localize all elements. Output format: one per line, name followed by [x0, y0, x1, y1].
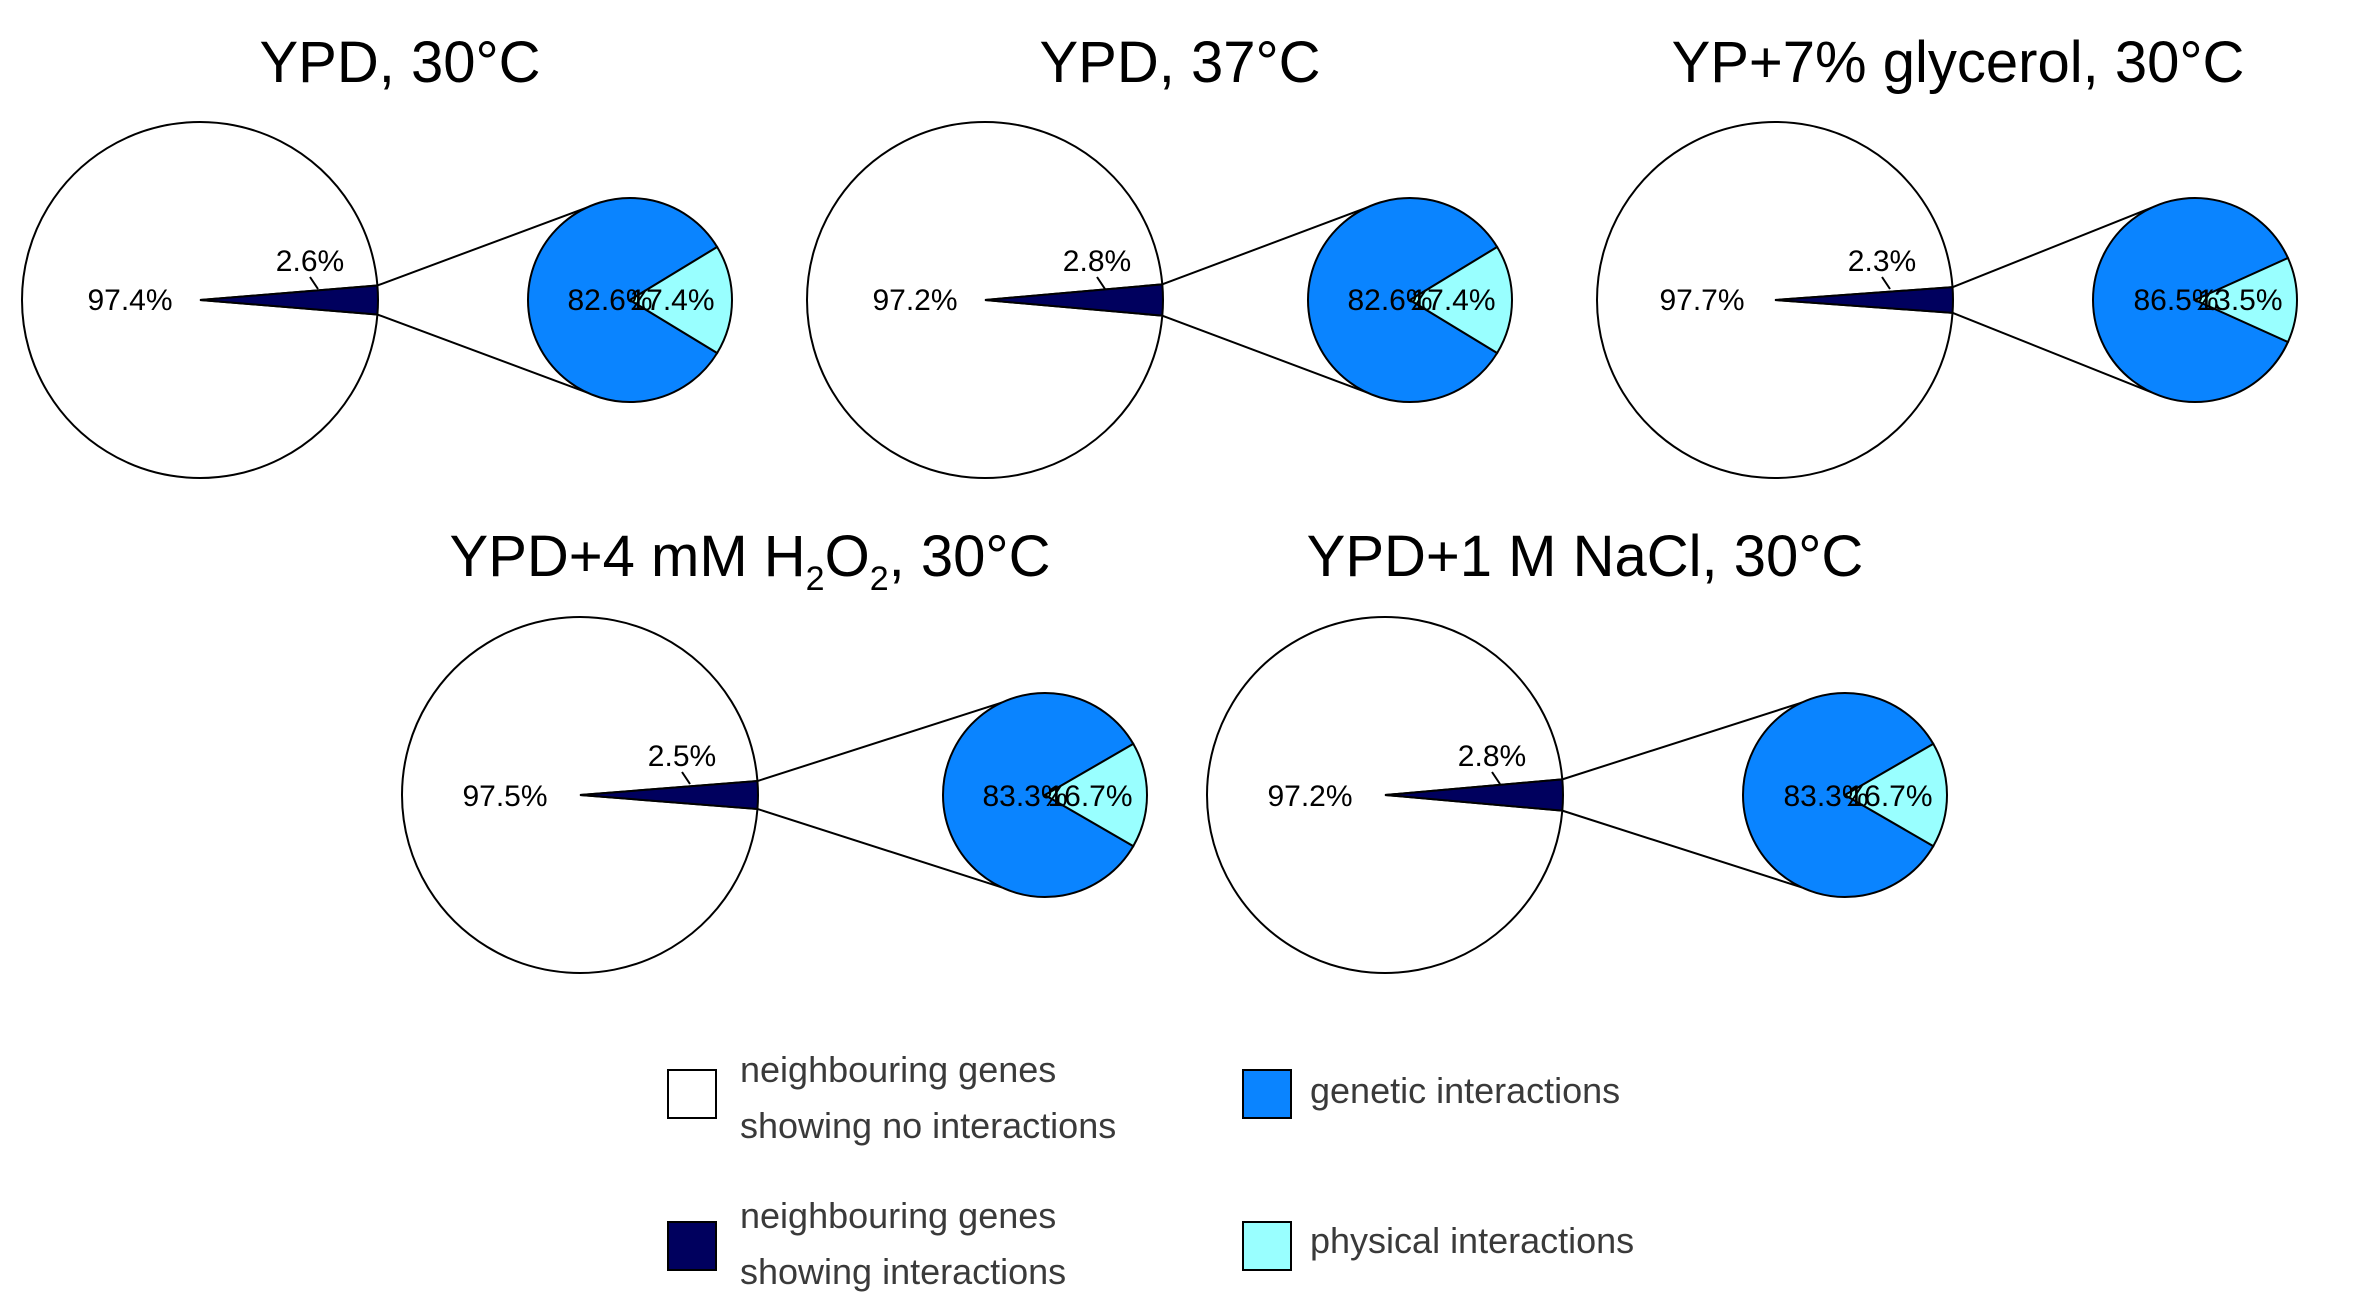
data-label-interactions: 2.5% — [648, 740, 716, 773]
pie-slice-genetic — [527, 197, 719, 403]
connector-line-bottom — [1562, 809, 1803, 889]
pie-panels: YPD, 30°C97.4%2.6%82.6%17.4%YPD, 37°C97.… — [21, 30, 2298, 974]
legend-label-no-interactions-line2: showing no interactions — [740, 1105, 1116, 1146]
data-label-physical: 16.7% — [1047, 780, 1132, 813]
panel-title-suffix: , 30°C — [889, 524, 1051, 589]
pie-slice-no-interactions — [21, 121, 379, 479]
legend-label-physical: physical interactions — [1310, 1220, 1634, 1261]
panel-title: YP+7% glycerol, 30°C — [1672, 30, 2245, 95]
panel-title-mid: O — [825, 524, 870, 589]
pie-slice-interactions — [1384, 778, 1564, 812]
pie-panel: YPD+1 M NaCl, 30°C 97.2% 2.8% 83.3%16.7% — [1205, 524, 1948, 974]
pie-slice-interactions — [984, 283, 1164, 317]
data-label-physical: 13.5% — [2197, 284, 2282, 317]
data-label-genetic: 83.3% — [1783, 780, 1868, 813]
pie-slice-interactions — [199, 284, 380, 316]
data-label-physical: 17.4% — [629, 284, 714, 317]
pie-panel: YP+7% glycerol, 30°C 97.7% 2.3% 86.5%13.5% — [1596, 30, 2298, 479]
leader-tick — [309, 276, 319, 290]
pie-slice-physical — [1043, 742, 1148, 848]
data-label-genetic: 83.3% — [982, 780, 1067, 813]
connector-line-bottom — [1952, 311, 2153, 394]
pie-slice-no-interactions — [401, 616, 759, 974]
leader-tick — [1096, 276, 1106, 290]
legend-label-no-interactions-line1: neighbouring genes — [740, 1049, 1056, 1090]
pie-slice-interactions — [579, 779, 759, 811]
connector-line-top — [757, 701, 1003, 782]
legend-swatch-physical — [1242, 1221, 1292, 1271]
data-label-no-interactions: 97.2% — [1267, 780, 1352, 813]
connector-line-top — [1562, 701, 1803, 781]
legend-swatch-interactions — [667, 1221, 717, 1271]
panel-title: YPD, 37°C — [1039, 30, 1320, 95]
legend-swatch-no-interactions — [667, 1069, 717, 1119]
data-label-no-interactions: 97.4% — [87, 284, 172, 317]
connector-line-top — [377, 206, 588, 287]
panel-title: YPD+4 mM H2O2, 30°C — [450, 524, 1051, 598]
data-label-interactions: 2.8% — [1063, 245, 1131, 278]
connector-line-bottom — [1161, 314, 1368, 394]
connector-line-top — [1161, 206, 1368, 286]
connector-line-top — [1952, 206, 2153, 289]
panel-title-main: YPD, 30°C — [259, 30, 540, 95]
pie-slice-physical — [628, 245, 733, 355]
legend-label-genetic: genetic interactions — [1310, 1070, 1620, 1111]
pie-panel: YPD, 37°C 97.2% 2.8% 82.6%17.4% — [805, 30, 1514, 479]
panel-title-main: YPD+1 M NaCl, 30°C — [1307, 524, 1864, 589]
leader-tick — [1881, 276, 1891, 290]
pie-panel: YPD, 30°C 97.4% 2.6% 82.6%17.4% — [21, 30, 733, 479]
legend: neighbouring genes showing no interactio… — [667, 1049, 1634, 1292]
pie-slice-physical — [1843, 742, 1948, 848]
data-label-genetic: 86.5% — [2133, 284, 2218, 317]
data-label-no-interactions: 97.5% — [462, 780, 547, 813]
panel-title: YPD, 30°C — [259, 30, 540, 95]
pie-slice-genetic — [2091, 197, 2290, 403]
panel-title-main: YP+7% glycerol, 30°C — [1672, 30, 2245, 95]
legend-swatch-genetic — [1242, 1069, 1292, 1119]
legend-label-interactions-line1: neighbouring genes — [740, 1195, 1056, 1236]
pie-slice-genetic — [941, 692, 1135, 898]
data-label-physical: 16.7% — [1847, 780, 1932, 813]
data-label-no-interactions: 97.7% — [1659, 284, 1744, 317]
connector-line-bottom — [377, 313, 588, 394]
data-label-genetic: 82.6% — [1347, 284, 1432, 317]
connector-line-bottom — [757, 808, 1003, 889]
panel-title-subscript: 2 — [870, 560, 889, 598]
data-label-no-interactions: 97.2% — [872, 284, 957, 317]
data-label-genetic: 82.6% — [567, 284, 652, 317]
leader-tick — [681, 771, 691, 785]
data-label-physical: 17.4% — [1410, 284, 1495, 317]
pie-slice-no-interactions — [1205, 616, 1564, 974]
legend-label-interactions-line2: showing interactions — [740, 1251, 1066, 1292]
pie-slice-no-interactions — [1596, 121, 1954, 479]
panel-title-main: YPD+4 mM H — [450, 524, 806, 589]
pie-slice-physical — [1408, 245, 1514, 355]
pie-panel: YPD+4 mM H2O2, 30°C97.5%2.5%83.3%16.7% — [401, 524, 1148, 974]
pie-slice-genetic — [1307, 197, 1499, 403]
data-label-interactions: 2.6% — [276, 245, 344, 278]
leader-tick — [1491, 771, 1501, 785]
pie-slice-physical — [2192, 256, 2298, 344]
data-label-interactions: 2.3% — [1848, 245, 1916, 278]
data-label-interactions: 2.8% — [1458, 740, 1526, 773]
panel-title-main: YPD, 37°C — [1039, 30, 1320, 95]
panel-title: YPD+1 M NaCl, 30°C — [1307, 524, 1864, 589]
pie-slice-no-interactions — [805, 121, 1164, 479]
pie-slice-genetic — [1741, 692, 1935, 898]
panel-title-subscript: 2 — [806, 560, 825, 598]
